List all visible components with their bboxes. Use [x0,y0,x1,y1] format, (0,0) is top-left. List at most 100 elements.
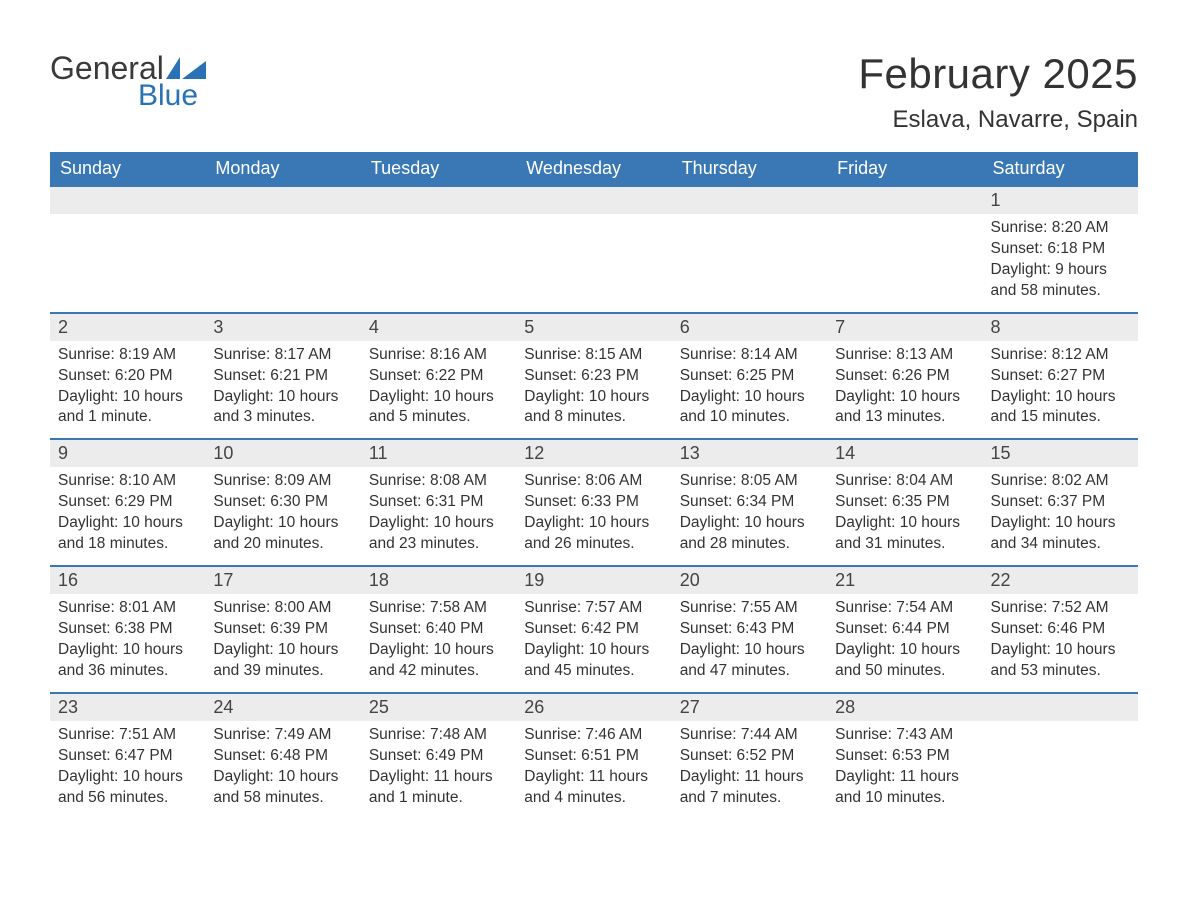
day-content: Sunrise: 8:17 AMSunset: 6:21 PMDaylight:… [205,341,360,439]
day-content: Sunrise: 8:09 AMSunset: 6:30 PMDaylight:… [205,467,360,565]
calendar-cell [672,185,827,312]
day-content [50,214,205,228]
day-content [205,214,360,228]
day-wrap [672,185,827,228]
day-number [983,694,1138,721]
weekday-header-row: SundayMondayTuesdayWednesdayThursdayFrid… [50,152,1138,185]
day-number: 13 [672,440,827,467]
daylight-line: Daylight: 10 hours and 5 minutes. [369,387,508,429]
day-wrap: 2Sunrise: 8:19 AMSunset: 6:20 PMDaylight… [50,312,205,439]
day-wrap [516,185,671,228]
calendar-cell: 13Sunrise: 8:05 AMSunset: 6:34 PMDayligh… [672,438,827,565]
day-content [827,214,982,228]
day-number: 19 [516,567,671,594]
day-number: 2 [50,314,205,341]
daylight-line: Daylight: 10 hours and 36 minutes. [58,640,197,682]
daylight-line: Daylight: 10 hours and 28 minutes. [680,513,819,555]
day-number: 21 [827,567,982,594]
calendar-cell: 15Sunrise: 8:02 AMSunset: 6:37 PMDayligh… [983,438,1138,565]
day-content: Sunrise: 7:48 AMSunset: 6:49 PMDaylight:… [361,721,516,819]
calendar-cell: 16Sunrise: 8:01 AMSunset: 6:38 PMDayligh… [50,565,205,692]
day-content: Sunrise: 7:58 AMSunset: 6:40 PMDaylight:… [361,594,516,692]
sunrise-line: Sunrise: 7:48 AM [369,725,508,746]
sunset-line: Sunset: 6:18 PM [991,239,1130,260]
daylight-line: Daylight: 10 hours and 47 minutes. [680,640,819,682]
calendar-cell [361,185,516,312]
sunset-line: Sunset: 6:51 PM [524,746,663,767]
day-number: 3 [205,314,360,341]
daylight-line: Daylight: 10 hours and 8 minutes. [524,387,663,429]
day-number: 15 [983,440,1138,467]
sunset-line: Sunset: 6:49 PM [369,746,508,767]
sunrise-line: Sunrise: 8:20 AM [991,218,1130,239]
sunrise-line: Sunrise: 8:17 AM [213,345,352,366]
calendar-cell: 26Sunrise: 7:46 AMSunset: 6:51 PMDayligh… [516,692,671,819]
day-number: 18 [361,567,516,594]
daylight-line: Daylight: 10 hours and 10 minutes. [680,387,819,429]
sunrise-line: Sunrise: 8:00 AM [213,598,352,619]
day-wrap: 16Sunrise: 8:01 AMSunset: 6:38 PMDayligh… [50,565,205,692]
daylight-line: Daylight: 10 hours and 18 minutes. [58,513,197,555]
calendar-cell: 8Sunrise: 8:12 AMSunset: 6:27 PMDaylight… [983,312,1138,439]
sunrise-line: Sunrise: 8:19 AM [58,345,197,366]
day-number: 25 [361,694,516,721]
weekday-header: Wednesday [516,152,671,185]
calendar-cell: 28Sunrise: 7:43 AMSunset: 6:53 PMDayligh… [827,692,982,819]
calendar-cell [516,185,671,312]
day-wrap: 19Sunrise: 7:57 AMSunset: 6:42 PMDayligh… [516,565,671,692]
day-wrap [50,185,205,228]
day-number: 12 [516,440,671,467]
calendar-week-row: 23Sunrise: 7:51 AMSunset: 6:47 PMDayligh… [50,692,1138,819]
day-number [205,187,360,214]
day-number: 7 [827,314,982,341]
sunrise-line: Sunrise: 8:14 AM [680,345,819,366]
sunset-line: Sunset: 6:47 PM [58,746,197,767]
day-content: Sunrise: 8:05 AMSunset: 6:34 PMDaylight:… [672,467,827,565]
calendar-cell: 12Sunrise: 8:06 AMSunset: 6:33 PMDayligh… [516,438,671,565]
day-wrap: 9Sunrise: 8:10 AMSunset: 6:29 PMDaylight… [50,438,205,565]
day-content: Sunrise: 7:57 AMSunset: 6:42 PMDaylight:… [516,594,671,692]
day-wrap: 11Sunrise: 8:08 AMSunset: 6:31 PMDayligh… [361,438,516,565]
day-wrap: 23Sunrise: 7:51 AMSunset: 6:47 PMDayligh… [50,692,205,819]
sunset-line: Sunset: 6:37 PM [991,492,1130,513]
brand-logo: General Blue [50,50,206,113]
calendar-body: 1Sunrise: 8:20 AMSunset: 6:18 PMDaylight… [50,185,1138,818]
day-content: Sunrise: 7:43 AMSunset: 6:53 PMDaylight:… [827,721,982,819]
calendar-week-row: 9Sunrise: 8:10 AMSunset: 6:29 PMDaylight… [50,438,1138,565]
sunrise-line: Sunrise: 8:15 AM [524,345,663,366]
sunrise-line: Sunrise: 8:09 AM [213,471,352,492]
calendar-cell: 4Sunrise: 8:16 AMSunset: 6:22 PMDaylight… [361,312,516,439]
weekday-header: Saturday [983,152,1138,185]
calendar-cell: 19Sunrise: 7:57 AMSunset: 6:42 PMDayligh… [516,565,671,692]
calendar-cell: 17Sunrise: 8:00 AMSunset: 6:39 PMDayligh… [205,565,360,692]
day-wrap: 14Sunrise: 8:04 AMSunset: 6:35 PMDayligh… [827,438,982,565]
day-number: 24 [205,694,360,721]
daylight-line: Daylight: 10 hours and 26 minutes. [524,513,663,555]
sunset-line: Sunset: 6:48 PM [213,746,352,767]
sunset-line: Sunset: 6:44 PM [835,619,974,640]
sunrise-line: Sunrise: 7:54 AM [835,598,974,619]
daylight-line: Daylight: 9 hours and 58 minutes. [991,260,1130,302]
calendar-cell: 11Sunrise: 8:08 AMSunset: 6:31 PMDayligh… [361,438,516,565]
sunset-line: Sunset: 6:34 PM [680,492,819,513]
daylight-line: Daylight: 10 hours and 56 minutes. [58,767,197,809]
day-wrap [983,692,1138,735]
sunset-line: Sunset: 6:42 PM [524,619,663,640]
day-number [827,187,982,214]
day-wrap: 25Sunrise: 7:48 AMSunset: 6:49 PMDayligh… [361,692,516,819]
day-number: 26 [516,694,671,721]
month-title: February 2025 [858,50,1138,98]
daylight-line: Daylight: 10 hours and 45 minutes. [524,640,663,682]
calendar-cell: 3Sunrise: 8:17 AMSunset: 6:21 PMDaylight… [205,312,360,439]
day-wrap [205,185,360,228]
day-content: Sunrise: 7:46 AMSunset: 6:51 PMDaylight:… [516,721,671,819]
sunrise-line: Sunrise: 7:57 AM [524,598,663,619]
daylight-line: Daylight: 10 hours and 39 minutes. [213,640,352,682]
weekday-header: Thursday [672,152,827,185]
day-content: Sunrise: 8:20 AMSunset: 6:18 PMDaylight:… [983,214,1138,312]
sunrise-line: Sunrise: 8:16 AM [369,345,508,366]
calendar-cell: 27Sunrise: 7:44 AMSunset: 6:52 PMDayligh… [672,692,827,819]
sunset-line: Sunset: 6:35 PM [835,492,974,513]
calendar-cell: 9Sunrise: 8:10 AMSunset: 6:29 PMDaylight… [50,438,205,565]
sunset-line: Sunset: 6:33 PM [524,492,663,513]
